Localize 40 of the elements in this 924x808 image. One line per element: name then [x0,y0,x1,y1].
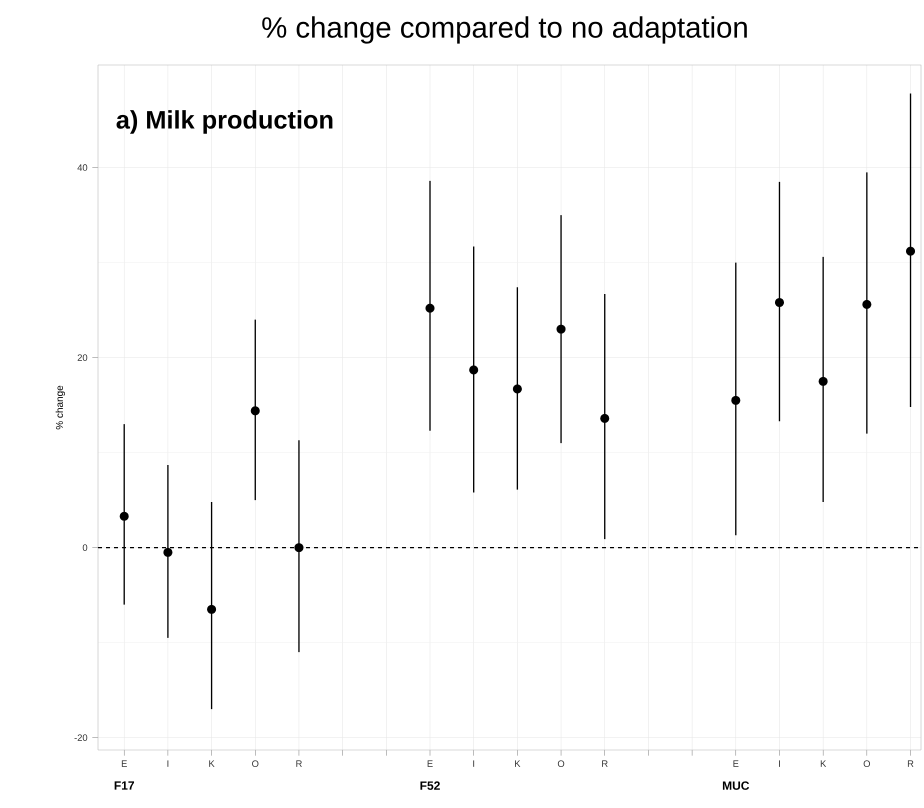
x-tick-label: I [167,760,168,767]
y-axis-title: % change [56,386,65,430]
point [250,406,260,416]
y-tick-label: 20 [78,354,88,361]
x-tick-label: K [515,760,520,767]
x-tick-label: E [122,760,127,767]
x-tick-label: R [908,760,914,767]
y-tick-label: 0 [82,544,88,551]
x-tick-label: I [779,760,780,767]
point [906,246,916,256]
x-tick-label: K [820,760,826,767]
x-tick-label: E [733,760,738,767]
x-tick-label: R [296,760,302,767]
point [425,304,435,313]
x-tick-label: R [602,760,608,767]
text: MUC [722,781,750,790]
point [600,414,610,423]
text: F17 [114,781,134,790]
point [731,396,740,405]
point [862,300,872,309]
x-tick-label: O [864,760,870,767]
point [818,376,828,386]
point [774,298,784,308]
point [207,604,216,614]
x-tick-label: E [428,760,433,767]
point [469,365,478,375]
x-tick-label: I [473,760,474,767]
x-tick-label: O [558,760,564,767]
point [512,384,522,394]
point [556,324,566,334]
text: F52 [420,781,440,790]
x-tick-label: K [209,760,215,767]
annotation: a) Milk production [116,110,332,134]
point [294,543,304,552]
point [120,512,129,521]
chart-title: % change compared to no adaptation [262,16,747,44]
point [163,548,172,557]
x-tick-label: O [252,760,258,767]
y-tick-label: -20 [74,734,88,741]
y-tick-label: 40 [77,164,88,171]
